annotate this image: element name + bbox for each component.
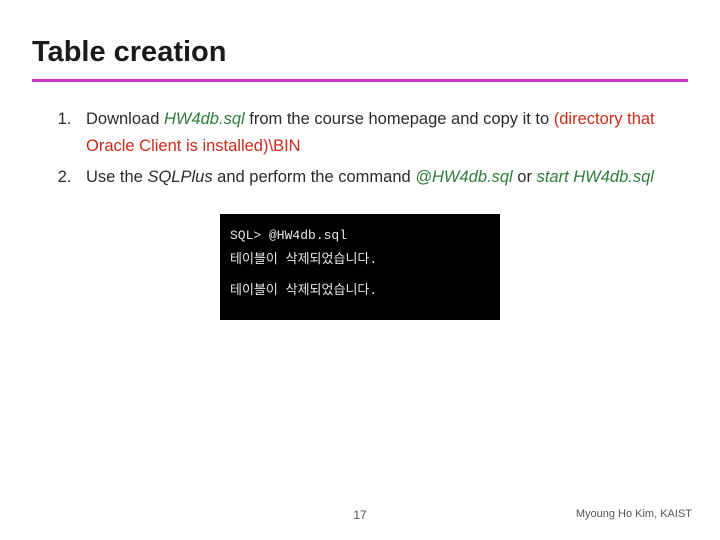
instruction-list: Download HW4db.sql from the course homep…	[32, 106, 688, 192]
text: or	[513, 168, 537, 186]
slide-title: Table creation	[32, 36, 688, 69]
slide: Table creation Download HW4db.sql from t…	[0, 0, 720, 540]
text: Use the	[86, 168, 147, 186]
text: Download	[86, 110, 164, 128]
text: and perform the command	[213, 168, 416, 186]
terminal-line: 테이블이 삭제되었습니다.	[230, 279, 490, 304]
program-name: SQLPlus	[147, 168, 212, 186]
command: start HW4db.sql	[537, 168, 654, 186]
terminal-line: 테이블이 삭제되었습니다.	[230, 248, 490, 273]
credit: Myoung Ho Kim, KAIST	[576, 508, 692, 520]
command: @HW4db.sql	[415, 168, 512, 186]
list-item: Use the SQLPlus and perform the command …	[76, 164, 688, 191]
terminal-line: SQL> @HW4db.sql	[230, 224, 490, 249]
list-item: Download HW4db.sql from the course homep…	[76, 106, 688, 160]
terminal-screenshot: SQL> @HW4db.sql 테이블이 삭제되었습니다. 테이블이 삭제되었습…	[220, 214, 500, 320]
text: from the course homepage and copy it to	[245, 110, 554, 128]
title-underline	[32, 79, 688, 82]
filename: HW4db.sql	[164, 110, 245, 128]
